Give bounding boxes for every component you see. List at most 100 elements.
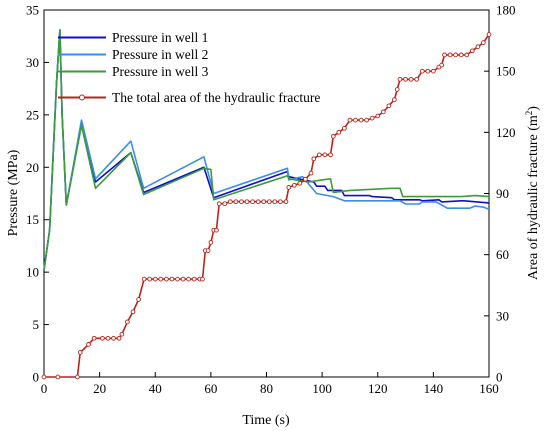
area-point — [364, 117, 369, 123]
area-point — [200, 276, 205, 282]
area-point — [342, 125, 347, 131]
y-left-tick-label: 0 — [33, 370, 40, 385]
area-point — [397, 76, 403, 82]
series-line-4 — [44, 34, 490, 378]
area-point — [278, 199, 283, 205]
y-left-tick-label: 25 — [26, 107, 39, 122]
area-point — [291, 182, 297, 188]
legend-marker — [79, 94, 85, 101]
x-tick-label: 100 — [312, 381, 332, 396]
area-point — [175, 276, 180, 282]
x-tick-label: 80 — [260, 381, 273, 396]
area-point — [308, 170, 314, 176]
x-tick-label: 120 — [368, 381, 388, 396]
axis-ticks: 0 20 40 60 80 100 120 140 1600510152025303503060… — [26, 3, 516, 397]
area-point — [147, 276, 153, 282]
area-point — [408, 76, 414, 82]
area-point — [403, 76, 408, 82]
y-right-tick-label: 150 — [496, 64, 516, 79]
area-point — [152, 276, 158, 282]
area-point — [111, 335, 116, 341]
area-point — [316, 152, 322, 158]
area-point — [239, 199, 244, 205]
area-point — [447, 52, 453, 58]
area-point — [125, 319, 130, 325]
x-tick-label: 40 — [149, 381, 162, 396]
area-point — [255, 199, 261, 205]
area-point — [380, 109, 386, 115]
y-left-tick-label: 30 — [26, 55, 39, 70]
area-point — [233, 199, 239, 205]
area-point — [272, 199, 278, 205]
y-axis-left-title: Pressure (MPa) — [6, 149, 21, 236]
area-point — [375, 113, 381, 119]
area-point — [439, 62, 445, 68]
y-axis-right-title-close: ) — [526, 106, 541, 111]
area-point — [392, 97, 397, 103]
series-line-2 — [43, 29, 490, 271]
y-axis-right-title: Area of hydraulic fracture (m2) — [524, 106, 541, 280]
area-point — [186, 276, 191, 282]
area-point — [330, 134, 336, 139]
y-right-tick-label: 180 — [496, 3, 516, 18]
area-point — [208, 240, 214, 245]
area-point — [227, 199, 233, 205]
area-point — [303, 176, 308, 182]
area-point — [394, 87, 400, 92]
area-point — [91, 335, 97, 341]
y-left-tick-label: 15 — [26, 212, 39, 227]
series-line-1 — [43, 29, 490, 271]
area-point — [336, 129, 342, 135]
y-left-tick-label: 10 — [26, 265, 39, 280]
area-point — [158, 276, 164, 282]
x-tick-label: 140 — [424, 381, 444, 396]
area-point — [77, 350, 83, 355]
area-point — [283, 199, 289, 205]
y-right-tick-label: 120 — [496, 125, 516, 140]
y-axis-right-title-sup: 2 — [524, 111, 534, 116]
area-point — [358, 117, 364, 123]
area-point — [86, 342, 91, 347]
area-point — [222, 201, 228, 207]
x-tick-label: 0 — [41, 381, 48, 396]
area-point — [136, 297, 141, 302]
legend-label-4: The total area of the hydraulic fracture — [112, 90, 320, 105]
area-point — [191, 276, 197, 282]
series-line-3 — [43, 29, 490, 271]
area-point — [353, 117, 358, 123]
area-point — [425, 68, 431, 74]
legend-label-2: Pressure in well 2 — [112, 47, 208, 62]
legend: Pressure in well 1 Pressure in well 2 Pres… — [58, 30, 320, 105]
legend-label-1: Pressure in well 1 — [112, 30, 208, 45]
y-left-tick-label: 35 — [26, 3, 39, 18]
area-point — [130, 309, 136, 315]
y-left-tick-label: 20 — [26, 160, 39, 175]
x-tick-label: 160 — [479, 381, 499, 396]
area-point — [431, 68, 436, 74]
area-point — [286, 185, 292, 190]
x-tick-label: 20 — [93, 381, 106, 396]
area-point — [266, 199, 272, 205]
y-right-tick-label: 90 — [496, 186, 509, 201]
y-axis-right-title-main: Area of hydraulic fracture (m — [526, 115, 541, 280]
area-point — [386, 103, 392, 109]
area-point — [481, 40, 486, 45]
area-point — [464, 52, 470, 58]
area-point — [216, 201, 222, 207]
y-right-tick-label: 0 — [496, 370, 503, 385]
area-point — [311, 156, 317, 162]
area-point — [214, 227, 219, 233]
x-axis-title: Time (s) — [242, 413, 290, 428]
area-point — [475, 44, 481, 50]
area-point — [469, 48, 475, 54]
plot-area — [43, 9, 490, 378]
area-point — [205, 248, 211, 253]
area-point — [55, 374, 61, 380]
y-left-tick-label: 5 — [33, 317, 40, 332]
area-point — [116, 335, 122, 341]
series-group — [41, 29, 492, 380]
area-point — [164, 276, 169, 282]
area-point — [328, 152, 333, 158]
area-point — [105, 335, 111, 341]
